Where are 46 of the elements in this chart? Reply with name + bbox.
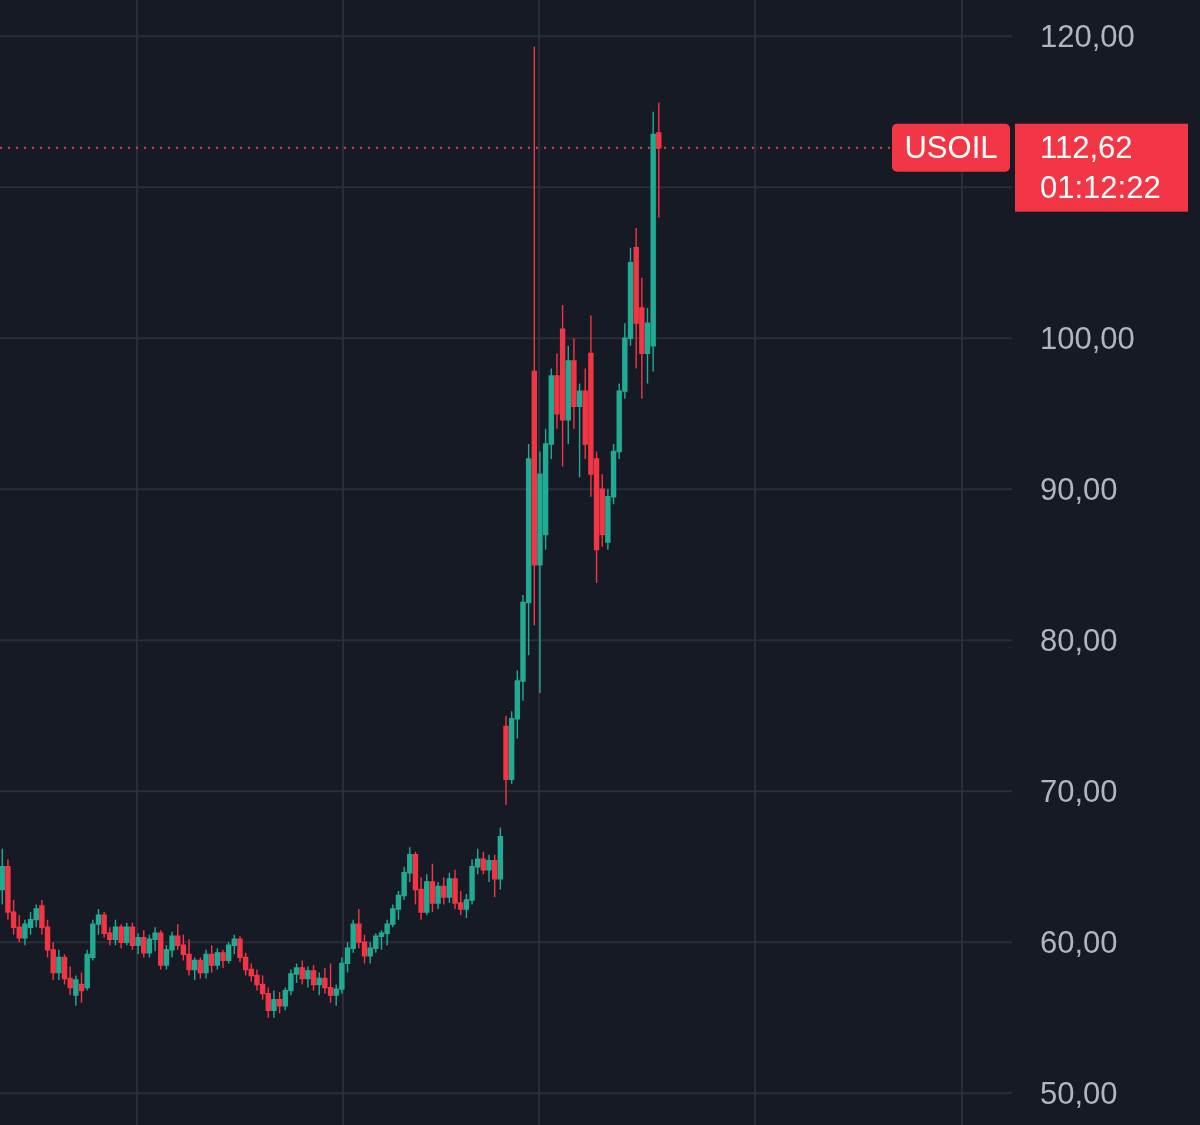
candlestick bbox=[576, 382, 583, 478]
y-tick-label: 80,00 bbox=[1040, 622, 1118, 658]
ref-line-label: USOIL bbox=[904, 130, 998, 166]
candlestick bbox=[565, 345, 571, 445]
candlestick bbox=[435, 881, 441, 910]
text: 112,62 bbox=[1040, 130, 1133, 166]
candlestick bbox=[73, 974, 79, 1007]
y-tick-label: 70,00 bbox=[1040, 773, 1118, 809]
candlestick bbox=[310, 964, 317, 992]
candlestick bbox=[316, 971, 322, 996]
candlestick bbox=[271, 989, 277, 1019]
y-tick-label: 60,00 bbox=[1040, 924, 1118, 960]
candlestick bbox=[429, 863, 436, 913]
candlestick bbox=[571, 337, 577, 430]
candlestick bbox=[141, 929, 147, 959]
candlestick bbox=[0, 847, 5, 906]
candlestick bbox=[192, 956, 198, 981]
candlestick bbox=[203, 949, 209, 980]
y-tick-label: 90,00 bbox=[1040, 471, 1118, 507]
candlestick bbox=[158, 929, 164, 971]
candlestick bbox=[486, 854, 492, 883]
candlestick bbox=[197, 956, 204, 980]
candlestick bbox=[424, 873, 430, 916]
y-tick-label: 120,00 bbox=[1040, 18, 1135, 54]
candlestick bbox=[299, 959, 305, 986]
candlestick bbox=[135, 932, 141, 956]
candlestick bbox=[118, 923, 124, 950]
candlestick bbox=[503, 715, 509, 806]
candlestick bbox=[78, 971, 85, 1004]
y-tick-label: 50,00 bbox=[1040, 1075, 1118, 1111]
candlestick bbox=[208, 944, 215, 974]
candlestick bbox=[112, 918, 119, 946]
candlestick bbox=[220, 949, 226, 969]
candlestick bbox=[441, 876, 447, 906]
candlestick bbox=[56, 949, 62, 981]
text: 01:12:22 bbox=[1040, 170, 1161, 206]
candlestick bbox=[446, 872, 453, 904]
candlestick bbox=[124, 921, 130, 946]
candlestick bbox=[491, 854, 498, 898]
candlestick bbox=[276, 991, 283, 1014]
candlestick bbox=[129, 921, 136, 951]
candlestick bbox=[305, 965, 311, 989]
candlestick bbox=[480, 850, 487, 876]
y-tick-label: 100,00 bbox=[1040, 320, 1135, 356]
candlestick bbox=[497, 826, 504, 891]
candlestick bbox=[214, 947, 221, 971]
